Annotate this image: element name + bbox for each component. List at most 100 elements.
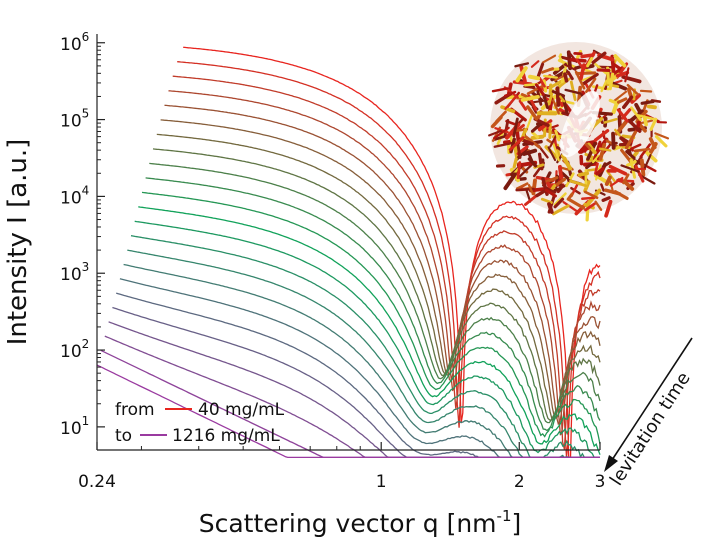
inset-helix — [627, 109, 645, 124]
saxs-curve-12 — [138, 206, 601, 455]
saxs-curve-4 — [168, 90, 601, 436]
y-tick-label: 101 — [60, 414, 89, 439]
legend-to-label: 1216 mg/mL — [172, 426, 280, 446]
inset-helix — [630, 106, 643, 122]
y-axis-label: Intensity I [a.u.] — [3, 139, 33, 346]
inset-helix — [622, 95, 634, 110]
x-tick-label: 3 — [595, 472, 606, 492]
legend-from-prefix: from — [115, 400, 155, 420]
inset-helix — [600, 183, 605, 192]
inset-helix — [518, 163, 533, 178]
inset-helix — [566, 197, 585, 210]
inset-helix — [493, 142, 513, 148]
inset-helix — [585, 77, 597, 94]
inset-helix — [604, 175, 612, 186]
inset-helix — [601, 196, 611, 202]
inset-helix — [594, 200, 603, 211]
inset-helix — [648, 137, 657, 150]
inset-helix — [516, 141, 522, 159]
inset-helix — [488, 129, 502, 137]
levitation-arrow — [611, 337, 693, 461]
inset-helix — [623, 180, 635, 191]
inset-helix — [579, 63, 586, 81]
saxs-curve-10 — [145, 177, 601, 432]
inset-helix — [518, 99, 528, 111]
inset-helix — [593, 84, 599, 93]
inset-helix — [577, 171, 590, 177]
inset-helix — [609, 176, 624, 187]
inset-helix — [637, 114, 656, 121]
inset-helix — [538, 76, 546, 88]
saxs-curve-1 — [183, 46, 601, 459]
inset-helix — [646, 104, 657, 110]
inset-helix — [512, 157, 518, 169]
x-tick-label: 2 — [514, 472, 525, 492]
inset-helix — [615, 70, 630, 78]
inset-helix — [620, 148, 633, 164]
inset-helix — [627, 118, 642, 133]
inset-helix — [555, 86, 561, 107]
inset-helix — [544, 186, 557, 194]
inset-helix — [553, 197, 565, 209]
inset-helix — [516, 182, 529, 190]
y-tick-label: 106 — [60, 30, 89, 55]
inset-helix — [530, 60, 540, 68]
inset-helix — [500, 105, 516, 114]
x-tick-label: 1 — [376, 472, 387, 492]
saxs-curve-13 — [134, 220, 600, 459]
inset-helix — [643, 154, 652, 169]
saxs-curve-15 — [127, 249, 600, 459]
inset-helix — [593, 129, 610, 142]
inset-helix — [503, 90, 517, 97]
inset-helix — [551, 204, 570, 216]
inset-helix — [560, 153, 573, 171]
inset-helix — [540, 197, 553, 204]
saxs-curve-11 — [141, 191, 601, 445]
inset-helix — [654, 132, 670, 140]
saxs-curve-23 — [96, 364, 600, 459]
y-tick-label: 104 — [60, 183, 89, 208]
inset-helix — [603, 117, 618, 124]
inset-helix — [557, 164, 564, 180]
inset-helix — [547, 89, 555, 106]
inset-helix — [514, 62, 530, 68]
x-ticks: 0.24 1 2 3 — [78, 442, 605, 492]
y-ticks: 101 102 103 104 105 106 — [60, 30, 105, 439]
inset-helix — [598, 142, 607, 161]
inset-helix — [504, 96, 517, 110]
inset-helix — [541, 54, 557, 64]
inset-helix — [591, 154, 600, 164]
levitation-time-label: levitation time — [606, 368, 695, 489]
data-series-group — [96, 46, 601, 459]
inset-helix — [512, 117, 519, 138]
inset-helix — [633, 147, 651, 153]
inset-helix — [581, 72, 599, 86]
inset-helix — [624, 130, 638, 150]
inset-helix — [566, 70, 574, 81]
inset-helix — [526, 105, 539, 121]
inset-helix — [654, 135, 668, 148]
inset-helix — [584, 142, 592, 150]
inset-helix — [559, 95, 566, 103]
inset-helix — [552, 143, 560, 162]
inset-helix — [542, 93, 550, 110]
inset-helix — [586, 56, 594, 68]
inset-helix — [575, 71, 597, 76]
inset-helix — [549, 135, 557, 148]
inset-helix — [625, 150, 636, 160]
inset-helix — [592, 140, 602, 161]
saxs-curve-14 — [130, 235, 600, 459]
inset-helix — [600, 79, 608, 93]
inset-helix — [553, 136, 558, 150]
y-tick-label: 105 — [60, 107, 89, 132]
inset-pore — [560, 90, 600, 158]
inset-helix — [624, 67, 630, 83]
inset-helix — [634, 102, 642, 114]
inset-helix — [563, 72, 569, 83]
inset-helix — [640, 100, 655, 105]
inset-helix — [614, 128, 621, 137]
inset-helix — [547, 146, 557, 162]
inset-helix — [527, 184, 534, 194]
inset-helix — [534, 83, 545, 96]
